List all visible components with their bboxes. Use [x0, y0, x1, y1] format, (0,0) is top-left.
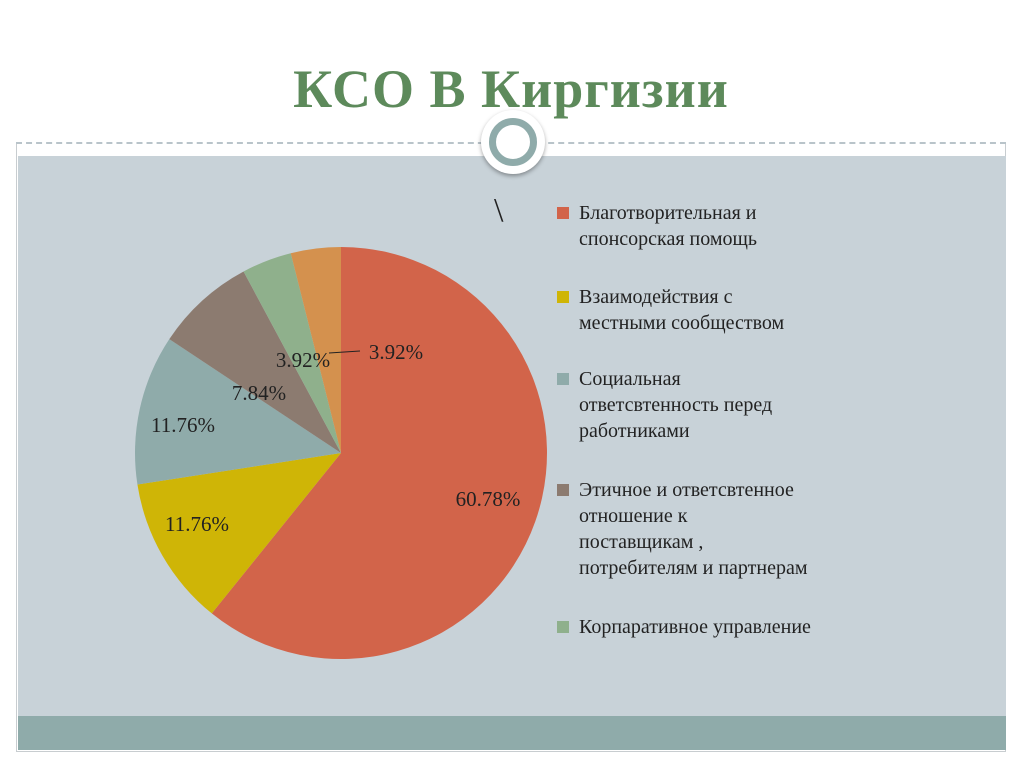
legend-swatch — [557, 207, 569, 219]
pie-slice-4 — [169, 271, 341, 453]
legend-swatch — [557, 373, 569, 385]
legend-swatch — [557, 484, 569, 496]
data-label-6: 3.92% — [369, 340, 423, 364]
pie-slice-1 — [211, 247, 548, 659]
legend-label: Социальная ответсвтенность перед работни… — [579, 368, 773, 442]
legend-label: Этичное и ответсвтенное отношение к пост… — [579, 479, 808, 579]
ring-inner — [489, 118, 537, 166]
stray-backslash: \ — [494, 192, 504, 229]
legend-label: Корпаративное управление — [579, 616, 811, 638]
data-label-4: 7.84% — [232, 381, 286, 405]
data-label-1: 60.78% — [456, 487, 521, 511]
footer-bar — [18, 716, 1006, 750]
data-label-3: 11.76% — [151, 413, 215, 437]
leader-line — [328, 350, 361, 354]
legend-label: Благотворительная и спонсорская помощь — [579, 202, 758, 250]
pie-slice-6 — [290, 247, 341, 453]
legend-swatch — [557, 291, 569, 303]
pie-slice-3 — [134, 339, 341, 485]
legend-swatch — [557, 621, 569, 633]
slide-title: КСО В Киргизии — [293, 59, 729, 119]
data-label-5: 3.92% — [276, 348, 330, 372]
data-label-2: 11.76% — [165, 512, 229, 536]
ring-ornament-icon — [481, 110, 545, 174]
pie-slice-2 — [137, 453, 341, 614]
pie-slice-5 — [243, 253, 341, 453]
legend-label: Взаимодействия с местными сообществом — [579, 286, 785, 334]
